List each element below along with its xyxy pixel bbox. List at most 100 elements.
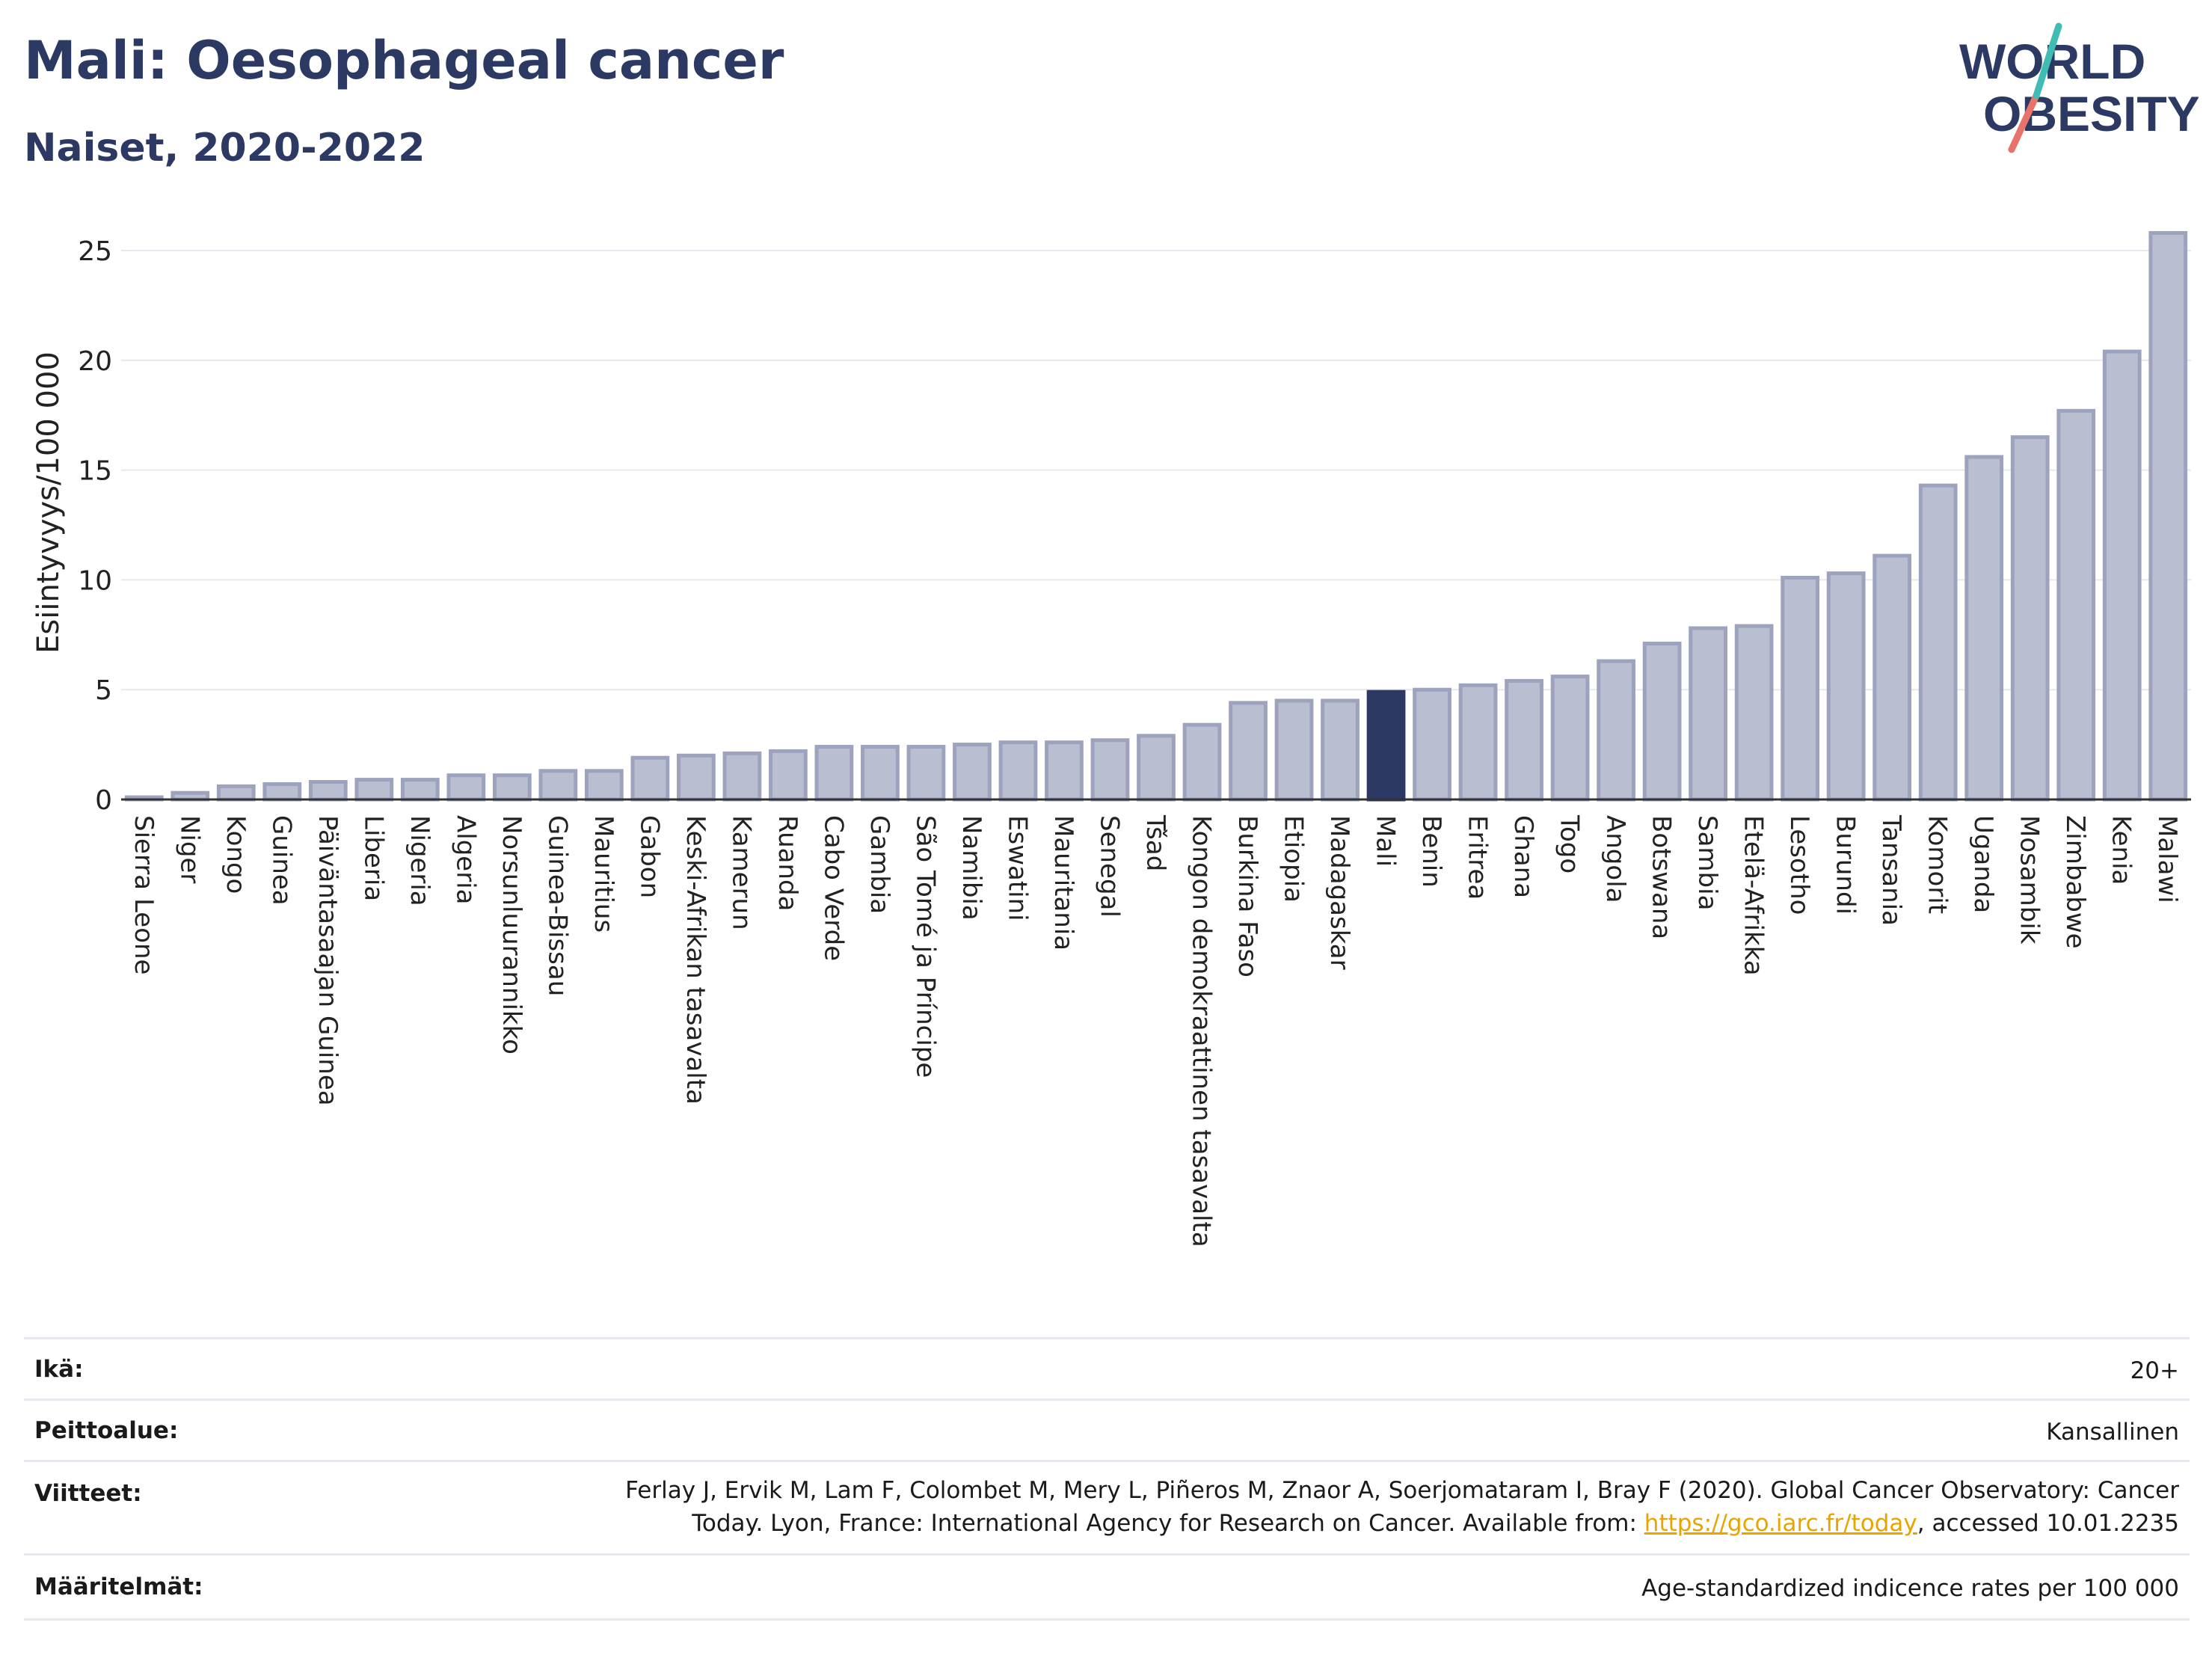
reference-link[interactable]: https://gco.iarc.fr/today: [1644, 1510, 1917, 1537]
x-tick-label: Mosambik: [2015, 815, 2044, 945]
meta-label: Määritelmät:: [34, 1573, 203, 1600]
bar: [2010, 435, 2050, 802]
meta-row-coverage: Peittoalue: Kansallinen: [24, 1398, 2190, 1462]
bar: [1781, 575, 1820, 802]
meta-value: Kansallinen: [2046, 1419, 2179, 1446]
meta-label: Peittoalue:: [34, 1417, 179, 1444]
x-tick-label: Senegal: [1094, 815, 1124, 918]
x-tick-label: Cabo Verde: [818, 815, 848, 961]
x-tick-label: Eswatini: [1002, 815, 1032, 921]
bar-chart: 0 5 10 15 20 25 Sierra Leone Niger Kongo Guinea P…: [31, 231, 2191, 1247]
bar: [216, 784, 256, 802]
bar: [1964, 455, 2004, 802]
x-tick-label: Gabon: [634, 815, 664, 898]
bar: [1918, 483, 1958, 802]
y-tick-label: 20: [78, 346, 112, 377]
meta-row-definitions: Määritelmät: Age-standardized indicence …: [24, 1553, 2190, 1621]
y-tick-labels: 0 5 10 15 20 25: [78, 236, 112, 816]
logo-slash-red: [2008, 92, 2040, 153]
bar: [262, 782, 302, 802]
bar: [354, 778, 394, 802]
bar: [769, 749, 808, 802]
reference-line2: Today. Lyon, France: International Agenc…: [384, 1507, 2179, 1540]
x-tick-label: São Tomé ja Príncipe: [910, 815, 940, 1078]
x-tick-label: Niger: [174, 815, 204, 883]
x-tick-label: Guinea-Bissau: [542, 815, 572, 996]
bar: [1090, 738, 1130, 802]
x-tick-label: Algeria: [450, 815, 480, 904]
bar: [1045, 740, 1084, 802]
bar: [1597, 659, 1635, 802]
bar: [861, 745, 900, 802]
bar: [1734, 624, 1774, 802]
x-tick-label: Botswana: [1647, 815, 1677, 939]
x-tick-label: Kenia: [2107, 815, 2136, 885]
y-tick-label: 5: [95, 675, 112, 706]
meta-value: 20+: [2130, 1357, 2179, 1384]
x-tick-label: Zimbabwe: [2060, 815, 2090, 949]
y-tick-label: 10: [78, 565, 112, 596]
bar: [1321, 698, 1360, 802]
x-tick-labels: Sierra Leone Niger Kongo Guinea Päiväntasaaj…: [129, 814, 2182, 1247]
bar: [1642, 642, 1682, 802]
x-tick-label: Nigeria: [405, 815, 434, 906]
bar: [584, 769, 624, 802]
x-tick-label: Burundi: [1831, 815, 1861, 915]
x-tick-label: Norsunluurannikko: [497, 815, 526, 1054]
x-tick-label: Benin: [1416, 815, 1446, 888]
meta-value: Ferlay J, Ervik M, Lam F, Colombet M, Me…: [384, 1474, 2179, 1540]
bar: [538, 769, 578, 802]
bar: [630, 755, 670, 802]
bar: [308, 780, 348, 802]
x-tick-label: Etiopia: [1279, 815, 1309, 903]
reference-text: Today. Lyon, France: International Agenc…: [692, 1510, 1644, 1537]
chart-title: Mali: Oesophageal cancer: [24, 30, 784, 91]
bar: [1550, 675, 1590, 802]
x-tick-label: Namibia: [956, 815, 986, 921]
x-tick-label: Sierra Leone: [129, 815, 159, 974]
logo-slash-teal: [2033, 22, 2062, 99]
x-tick-label: Lesotho: [1784, 815, 1814, 915]
meta-row-references: Viitteet: Ferlay J, Ervik M, Lam F, Colo…: [24, 1460, 2190, 1556]
x-tick-label: Keski-Afrikan tasavalta: [681, 815, 710, 1105]
bar: [2102, 349, 2142, 802]
reference-accessed: , accessed 10.01.2235: [1917, 1510, 2179, 1537]
bar: [2148, 231, 2188, 802]
x-tick-label: Liberia: [358, 815, 388, 901]
bar: [953, 743, 992, 802]
bar: [1826, 571, 1866, 802]
meta-label: Ikä:: [34, 1356, 84, 1383]
x-tick-label: Uganda: [1968, 815, 1998, 913]
x-tick-label: Komorit: [1923, 815, 1953, 914]
bar: [1182, 722, 1222, 802]
x-tick-label: Mauritania: [1048, 815, 1078, 951]
reference-line1: Ferlay J, Ervik M, Lam F, Colombet M, Me…: [625, 1477, 2179, 1504]
x-tick-label: Gambia: [864, 815, 894, 914]
x-tick-label: Malawi: [2152, 815, 2182, 903]
y-tick-label: 15: [78, 456, 112, 487]
bar: [1366, 690, 1406, 802]
bars: [124, 231, 2188, 802]
x-tick-label: Mali: [1371, 815, 1401, 867]
x-tick-label: Päiväntasaajan Guinea: [313, 815, 342, 1106]
chart-subtitle: Naiset, 2020-2022: [24, 126, 425, 171]
y-tick-label: 25: [78, 236, 112, 267]
bar: [1505, 678, 1543, 802]
x-tick-label: Tšad: [1140, 814, 1170, 871]
x-tick-label: Mauritius: [589, 815, 618, 933]
x-tick-label: Angola: [1600, 815, 1630, 903]
x-tick-label: Kongon demokraattinen tasavalta: [1187, 815, 1217, 1247]
bar: [906, 745, 946, 802]
x-tick-label: Togo: [1555, 814, 1585, 873]
world-obesity-logo: WORLD OBESITY: [1959, 22, 2199, 153]
x-tick-label: Kamerun: [726, 815, 756, 930]
bar: [1458, 683, 1498, 802]
bar: [446, 773, 486, 802]
bar: [722, 751, 762, 802]
bar: [998, 740, 1038, 802]
y-tick-label: 0: [95, 785, 112, 816]
bar: [1872, 553, 1912, 802]
x-tick-label: Ruanda: [772, 815, 802, 911]
x-tick-label: Sambia: [1692, 815, 1722, 910]
bar: [814, 745, 854, 802]
